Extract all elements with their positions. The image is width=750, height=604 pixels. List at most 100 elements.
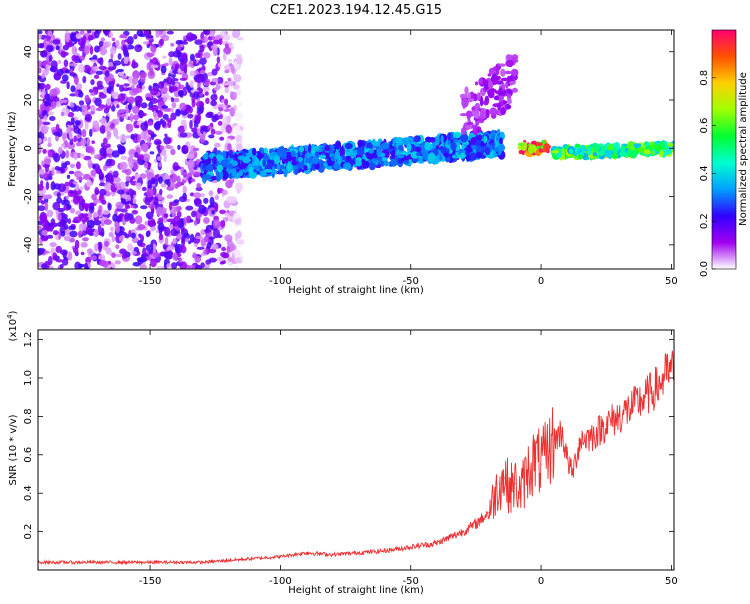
spectrogram-cell <box>424 152 429 161</box>
spectrogram-cell <box>196 246 205 250</box>
spectrogram-cell <box>285 151 293 159</box>
spectrogram-cell <box>98 65 107 70</box>
spectrogram-cell <box>38 30 43 34</box>
spectrogram-cell <box>90 79 95 86</box>
spectrogram-cell <box>142 143 148 153</box>
spectrogram-cell <box>172 238 177 244</box>
spectrogram-cell <box>259 170 267 178</box>
colorbar: 0.0 0.2 0.4 0.6 0.8 Normalized spectral ampl… <box>699 29 749 277</box>
spectrogram-cell <box>202 153 209 160</box>
spectrogram-cell <box>189 53 195 62</box>
spectrogram-cell <box>189 233 195 243</box>
spectrogram-cell <box>137 44 141 48</box>
spectrogram-cell <box>500 68 506 77</box>
figure-title: C2E1.2023.194.12.45.G15 <box>270 3 442 18</box>
spectrogram-cell <box>298 156 303 163</box>
spectrogram-cell <box>480 140 485 148</box>
spectrogram-x-tick-label: -150 <box>139 276 162 287</box>
spectrogram-cell <box>287 161 291 171</box>
spectrogram-cell <box>413 135 421 143</box>
spectrogram-cell <box>203 30 211 36</box>
spectrogram-cell <box>55 123 60 132</box>
spectrogram-cell <box>229 106 235 117</box>
spectrogram-cell <box>174 63 180 70</box>
spectrogram-cell <box>39 42 45 49</box>
spectrogram-y-tick-label: -40 <box>23 237 34 253</box>
spectrogram-cell <box>98 40 104 47</box>
spectrogram-cell <box>171 210 175 218</box>
spectrogram-cell <box>505 59 514 67</box>
spectrogram-cell <box>122 44 128 53</box>
spectrogram-cell <box>102 260 109 268</box>
spectrogram-cell <box>176 175 181 185</box>
spectrogram-cell <box>62 132 68 139</box>
spectrogram-cell <box>383 160 389 167</box>
spectrogram-cell <box>489 107 498 116</box>
spectrogram-cell <box>86 219 95 229</box>
spectrogram-cell <box>469 152 477 161</box>
spectrogram-cell <box>42 121 51 126</box>
spectrogram-cell <box>131 209 138 215</box>
spectrogram-cell <box>181 179 186 184</box>
spectrogram-cell <box>114 253 123 258</box>
spectrogram-cell <box>155 141 162 145</box>
spectrogram-cell <box>606 144 615 151</box>
spectrogram-cell <box>50 218 56 226</box>
spectrogram-cell <box>76 195 81 202</box>
snr-data-point <box>423 544 425 546</box>
spectrogram-cell <box>147 107 156 111</box>
spectrogram-cell <box>633 143 642 148</box>
spectrogram-cell <box>169 173 178 183</box>
spectrogram-cell <box>231 43 235 48</box>
snr-data-point <box>509 488 511 490</box>
spectrogram-cell <box>166 246 175 251</box>
spectrogram-cell <box>131 198 137 204</box>
spectrogram-cell <box>86 30 92 34</box>
spectrogram-cell <box>165 145 174 150</box>
spectrogram-cell <box>172 252 178 261</box>
spectrogram-cell <box>226 246 231 254</box>
spectrogram-cell <box>73 75 79 85</box>
spectrogram-cell <box>101 209 110 215</box>
spectrogram-cell <box>124 233 130 239</box>
spectrogram-cell <box>483 100 489 106</box>
spectrogram-cell <box>218 38 223 45</box>
spectrogram-cell <box>475 140 482 147</box>
spectrogram-cell <box>424 141 431 151</box>
spectrogram-cell <box>71 54 77 62</box>
spectrogram-cell <box>461 144 465 151</box>
spectrogram-cell <box>61 199 66 206</box>
spectrogram-cell <box>425 136 432 144</box>
spectrogram-cell <box>476 148 483 152</box>
spectrogram-cell <box>108 232 114 238</box>
spectrogram-cell <box>76 176 84 181</box>
spectrogram-cell <box>42 50 48 54</box>
spectrogram-cell <box>89 255 97 261</box>
spectrogram-cell <box>103 137 108 145</box>
spectrogram-cell <box>207 35 213 41</box>
spectrogram-cell <box>194 74 203 83</box>
spectrogram-cell <box>173 215 181 225</box>
snr-data-point <box>665 373 667 375</box>
spectrogram-cell <box>233 125 241 133</box>
spectrogram-cell <box>102 151 107 159</box>
spectrogram-cell <box>178 196 187 203</box>
spectrogram-cell <box>51 166 55 175</box>
spectrogram-cell <box>38 60 43 67</box>
spectrogram-cell <box>224 69 230 74</box>
spectrogram-cell <box>592 143 601 152</box>
spectrogram-cell <box>175 245 180 256</box>
spectrogram-cell <box>131 251 138 255</box>
spectrogram-cell <box>191 99 196 108</box>
spectrogram-cell <box>171 80 176 86</box>
spectrogram-cell <box>90 111 95 115</box>
spectrogram-cell <box>55 134 59 142</box>
spectrogram-cell <box>418 157 422 161</box>
spectrogram-cell <box>68 170 75 175</box>
spectrogram-x-axis: -150 -100 -50 0 50 <box>139 30 678 287</box>
spectrogram-cell <box>329 145 334 154</box>
colorbar-frame <box>711 29 737 270</box>
spectrogram-cell <box>38 170 46 175</box>
spectrogram-cell <box>303 165 308 171</box>
spectrogram-cell <box>212 228 221 239</box>
